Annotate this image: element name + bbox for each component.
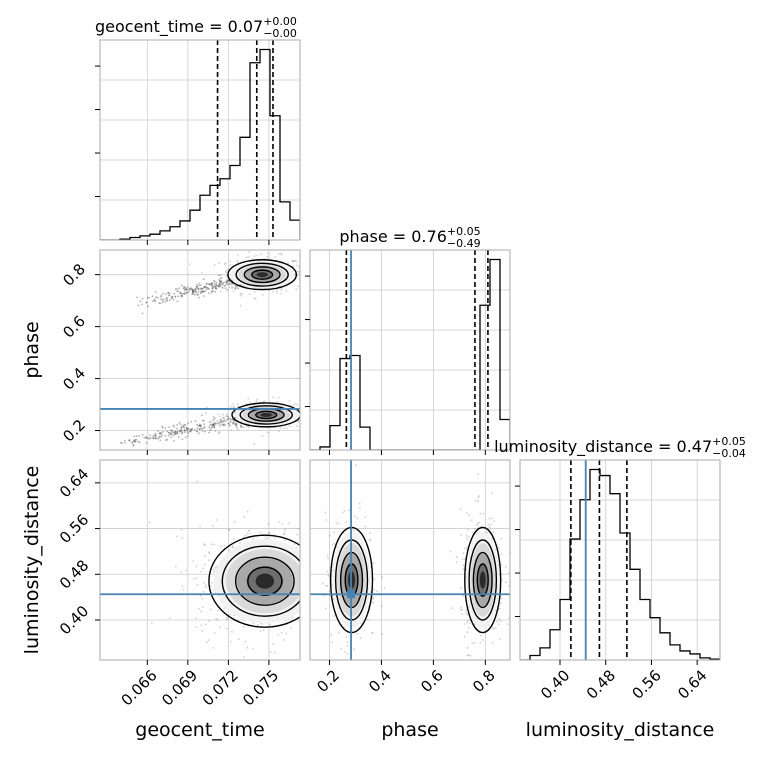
x-tick-label: 0.6 — [417, 666, 447, 696]
histogram-phase — [310, 258, 510, 450]
title-plus: +0.05 — [712, 435, 746, 448]
panel-phase-phase — [310, 250, 510, 450]
y-tick-label: 0.64 — [56, 465, 92, 501]
x-tick-label: 0.072 — [199, 666, 242, 709]
panel-geocent_time-phase — [100, 250, 300, 450]
density-level — [256, 272, 268, 278]
panel-luminosity_distance-luminosity_distance — [520, 460, 720, 660]
title-luminosity_distance: luminosity_distance = 0.47+0.05 — [494, 435, 746, 457]
x-tick-label: 0.2 — [313, 666, 343, 696]
contour-line — [231, 402, 300, 428]
title-plus: +0.05 — [447, 225, 481, 238]
panel-geocent_time-geocent_time — [100, 40, 300, 240]
contour-line — [251, 269, 274, 280]
density-level — [255, 573, 275, 589]
contour-line — [234, 556, 295, 606]
x-axis-label: geocent_time — [135, 719, 264, 741]
x-tick-label: 0.4 — [365, 666, 395, 696]
y-tick-label: 0.48 — [56, 556, 92, 592]
contour-line — [243, 266, 281, 284]
contour-line — [255, 410, 278, 420]
truth-marker — [347, 590, 356, 599]
panel-frame — [99, 459, 301, 661]
y-tick-label: 0.8 — [59, 260, 89, 290]
y-tick-label: 0.2 — [59, 416, 89, 446]
title-geocent_time: geocent_time = 0.07+0.00 — [95, 15, 297, 37]
contour-line — [221, 545, 300, 617]
y-tick-label: 0.6 — [59, 312, 89, 342]
histogram-geocent_time — [100, 48, 300, 240]
contour-line — [227, 259, 298, 291]
title-main: luminosity_distance = 0.47 — [494, 437, 712, 457]
panel-frame — [309, 249, 511, 451]
contour-line — [472, 551, 493, 609]
contour-line — [208, 534, 300, 628]
y-axis-label: luminosity_distance — [21, 466, 43, 655]
x-axis-label: luminosity_distance — [526, 719, 715, 741]
panel-geocent_time-luminosity_distance — [100, 460, 300, 660]
x-tick-label: 0.48 — [583, 666, 619, 702]
density-level — [479, 571, 486, 589]
contour-line — [464, 526, 502, 634]
contour-line — [476, 563, 489, 597]
x-tick-label: 0.8 — [469, 666, 499, 696]
x-tick-label: 0.40 — [537, 666, 573, 702]
x-tick-label: 0.069 — [158, 666, 201, 709]
x-axis-label: phase — [381, 719, 438, 741]
title-minus: −0.00 — [263, 27, 297, 40]
title-main: phase = 0.76 — [339, 227, 446, 246]
histogram-luminosity_distance — [520, 468, 720, 660]
title-plus: +0.00 — [263, 15, 297, 28]
panel-frame — [309, 459, 511, 661]
y-tick-label: 0.56 — [56, 511, 92, 547]
x-tick-label: 0.64 — [674, 666, 710, 702]
y-axis-label: phase — [21, 321, 43, 378]
contour-line — [239, 405, 293, 425]
x-tick-label: 0.56 — [629, 666, 665, 702]
density-level — [260, 412, 272, 417]
panel-frame — [519, 459, 721, 661]
contour-line — [235, 262, 289, 287]
y-tick-label: 0.4 — [59, 364, 89, 394]
panel-frame — [99, 39, 301, 241]
title-phase: phase = 0.76+0.05 — [339, 225, 480, 246]
title-main: geocent_time = 0.07 — [95, 17, 263, 37]
contour-line — [468, 539, 498, 621]
x-tick-label: 0.075 — [239, 666, 282, 709]
panel-frame — [99, 249, 301, 451]
title-minus: −0.49 — [447, 237, 481, 250]
panel-phase-luminosity_distance — [310, 460, 510, 660]
title-minus: −0.04 — [712, 447, 746, 460]
y-tick-label: 0.40 — [56, 602, 92, 638]
x-tick-label: 0.066 — [118, 666, 161, 709]
